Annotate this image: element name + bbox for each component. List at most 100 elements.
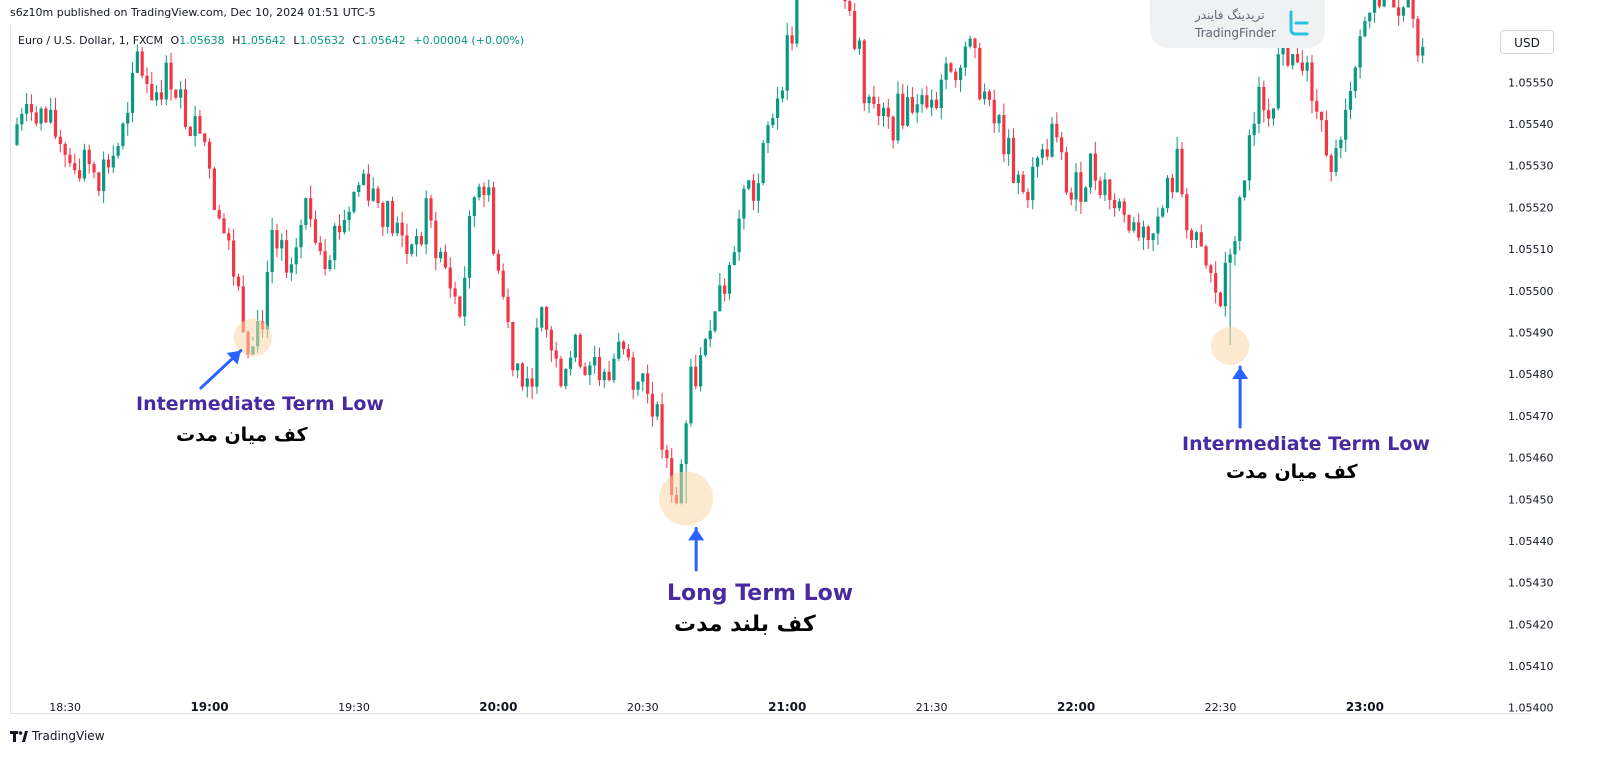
candle-body — [1252, 123, 1256, 136]
candle-body — [102, 159, 106, 192]
y-tick-label: 1.05480 — [1508, 368, 1554, 381]
candle-body — [1031, 166, 1035, 201]
candle-body — [453, 288, 457, 297]
candle-body — [472, 197, 476, 217]
candle-body — [1055, 123, 1059, 138]
candle-body — [376, 188, 380, 204]
candle-body — [1315, 100, 1319, 112]
annotation-label-3-en: Intermediate Term Low — [1182, 433, 1430, 455]
candle-body — [1324, 120, 1329, 156]
candle-body — [284, 240, 289, 273]
candle-body — [737, 218, 741, 253]
candle-body — [434, 220, 438, 259]
candle-body — [569, 357, 573, 369]
candle-body — [747, 180, 751, 189]
legend-c-label: C — [352, 34, 361, 47]
candle-body — [896, 93, 900, 141]
candle-body — [597, 356, 602, 381]
candle-body — [82, 149, 86, 179]
y-tick-label: 1.05510 — [1508, 243, 1554, 256]
candle-body — [718, 285, 722, 312]
candle-body — [371, 188, 375, 201]
candle-body — [588, 365, 592, 375]
candle-body — [511, 321, 515, 371]
candle-body — [280, 240, 284, 249]
candle-body — [939, 79, 943, 108]
candle-body — [1050, 123, 1054, 157]
candle-body — [1204, 246, 1208, 266]
legend-h-value: 1.05642 — [240, 34, 286, 47]
candle-body — [944, 63, 948, 80]
candle-body — [236, 276, 241, 287]
legend-h-label: H — [232, 34, 241, 47]
ohlc-legend: Euro / U.S. Dollar, 1, FXCM O1.05638 H1.… — [18, 34, 524, 47]
candle-body — [636, 381, 640, 390]
annotation-label-2-en: Long Term Low — [667, 581, 854, 606]
candle-body — [1127, 214, 1131, 231]
candle-body — [1257, 86, 1261, 124]
candle-body — [1242, 180, 1247, 198]
candle-body — [111, 155, 115, 168]
candle-body — [1233, 241, 1237, 255]
candle-body — [612, 358, 616, 381]
tradingview-logo-icon — [10, 731, 28, 742]
candle-body — [1112, 199, 1117, 209]
candle-body — [949, 63, 953, 72]
x-tick-label: 19:00 — [190, 700, 228, 714]
candle-body — [665, 449, 669, 459]
candle-body — [1238, 197, 1242, 242]
y-tick-label: 1.05520 — [1508, 201, 1554, 214]
candle-body — [410, 244, 414, 254]
annotation-label-1-en: Intermediate Term Low — [136, 393, 384, 415]
candle-body — [1146, 226, 1150, 241]
candle-body — [1199, 232, 1203, 247]
candle-body — [227, 233, 231, 241]
low-highlight-circle — [659, 471, 714, 526]
candle-body — [766, 125, 770, 144]
candle-body — [713, 311, 717, 331]
candle-body — [1185, 194, 1189, 231]
y-tick-label: 1.05440 — [1508, 535, 1554, 548]
candle-body — [963, 46, 967, 68]
candle-body — [1026, 191, 1030, 201]
candle-body — [203, 133, 207, 142]
candle-body — [689, 366, 693, 424]
candle-body — [593, 356, 597, 366]
x-tick-label: 19:30 — [338, 701, 370, 714]
y-tick-label: 1.05430 — [1508, 577, 1554, 590]
candle-body — [564, 368, 568, 387]
candle-body — [727, 264, 732, 294]
candle-body — [1103, 179, 1107, 196]
candle-body — [910, 97, 915, 113]
candle-body — [732, 252, 736, 265]
legend-symbol: Euro / U.S. Dollar, 1, FXCM — [18, 34, 163, 47]
candle-body — [1074, 172, 1078, 200]
candle-body — [337, 225, 342, 233]
candle-body — [795, 0, 799, 44]
candle-body — [135, 51, 139, 73]
candle-body — [1334, 148, 1338, 172]
legend-o-label: O — [170, 34, 180, 47]
candle-body — [501, 270, 505, 297]
candle-body — [323, 251, 327, 270]
candle-body — [439, 251, 443, 259]
low-highlight-circle — [233, 318, 272, 357]
candle-body — [232, 240, 236, 277]
candle-body — [150, 83, 154, 101]
candle-body — [983, 91, 987, 100]
annotation-arrowhead — [688, 528, 705, 541]
tradingfinder-logo-icon — [1289, 10, 1309, 36]
candle-body — [930, 99, 934, 108]
x-tick-label: 23:00 — [1346, 700, 1384, 714]
candle-body — [1382, 0, 1386, 7]
candle-body — [87, 149, 91, 165]
candle-body — [1011, 137, 1016, 184]
candle-body — [1372, 0, 1377, 13]
candle-body — [1137, 222, 1141, 238]
candle-body — [1271, 108, 1276, 119]
candle-body — [400, 222, 404, 236]
candle-body — [362, 173, 366, 186]
currency-button[interactable]: USD — [1500, 30, 1554, 54]
candle-body — [299, 225, 303, 248]
